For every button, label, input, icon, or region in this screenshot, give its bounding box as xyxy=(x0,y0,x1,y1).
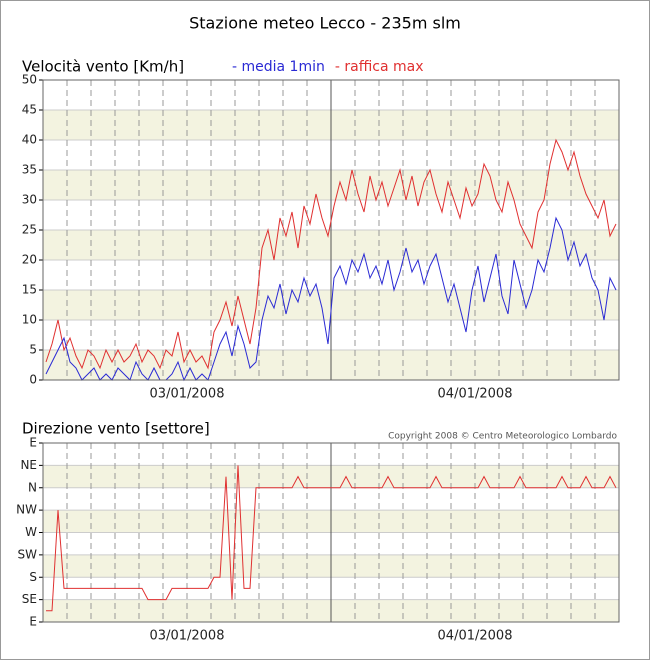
series-line xyxy=(46,465,617,612)
x-tick-label: 03/01/2008 xyxy=(150,387,225,402)
x-tick-label: 04/01/2008 xyxy=(438,387,513,402)
y-tick-label: 5 xyxy=(29,343,37,357)
series-line xyxy=(45,216,617,382)
y-tick-label: E xyxy=(29,436,37,450)
y-tick-label: 40 xyxy=(22,133,37,147)
x-tick-label: 04/01/2008 xyxy=(438,629,513,644)
chart-title: Stazione meteo Lecco - 235m slm xyxy=(189,14,461,33)
y-tick-label: SW xyxy=(18,547,38,561)
y-tick-label: 50 xyxy=(22,73,37,87)
y-tick-label: 25 xyxy=(22,223,37,237)
plot-border xyxy=(42,79,620,381)
annotation: Copyright 2008 © Centro Meteorologico Lo… xyxy=(388,432,617,442)
legend-label: - media 1min xyxy=(232,59,325,75)
y-tick-label: E xyxy=(29,615,37,629)
y-tick-label: 10 xyxy=(22,313,37,327)
y-tick-label: 20 xyxy=(22,253,37,267)
legend-label: - raffica max xyxy=(335,59,424,75)
y-tick-label: W xyxy=(25,525,37,539)
y-tick-label: NW xyxy=(16,503,37,517)
y-tick-label: N xyxy=(28,480,37,494)
y-axis-title: Velocità vento [Km/h] xyxy=(22,58,184,76)
y-tick-label: S xyxy=(29,570,37,584)
y-tick-label: 0 xyxy=(29,373,37,387)
y-tick-label: 35 xyxy=(22,163,37,177)
plot-border xyxy=(42,442,620,623)
y-axis-title: Direzione vento [settore] xyxy=(22,420,210,438)
y-tick-label: NE xyxy=(20,458,37,472)
y-tick-label: 15 xyxy=(22,283,37,297)
y-tick-label: SE xyxy=(22,592,37,606)
series-line xyxy=(45,138,617,370)
y-tick-label: 30 xyxy=(22,193,37,207)
y-tick-label: 45 xyxy=(22,103,37,117)
x-tick-label: 03/01/2008 xyxy=(150,629,225,644)
